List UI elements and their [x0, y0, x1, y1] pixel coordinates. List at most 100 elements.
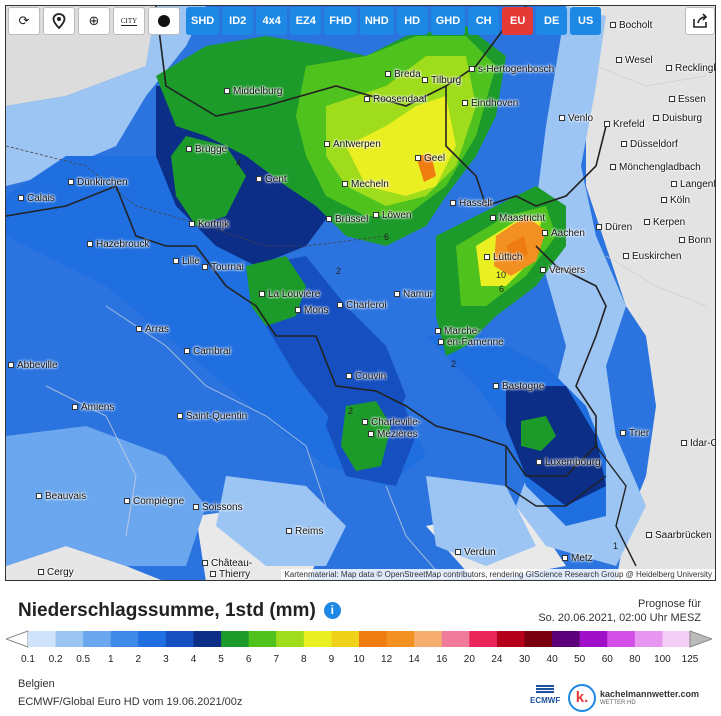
- map-attribution[interactable]: Kartenmaterial: Map data © OpenStreetMap…: [281, 569, 715, 580]
- legend-value: 100: [654, 654, 671, 665]
- region-name: Belgien: [18, 678, 55, 690]
- legend-value: 16: [436, 654, 448, 665]
- forecast-time: So. 20.06.2021, 02:00 Uhr MESZ: [538, 612, 701, 624]
- legend-value: 7: [273, 654, 280, 665]
- city-label: Charleville-: [362, 417, 421, 428]
- city-label: Maastricht: [490, 213, 545, 224]
- region-button-ch[interactable]: CH: [468, 7, 500, 35]
- region-button-ghd[interactable]: GHD: [430, 7, 466, 35]
- legend-swatch: [138, 631, 167, 647]
- legend-swatch: [83, 631, 112, 647]
- location-button[interactable]: [43, 7, 75, 35]
- opacity-button[interactable]: [148, 7, 180, 35]
- legend-swatch: [110, 631, 139, 647]
- legend-swatch: [165, 631, 194, 647]
- legend-swatch: [276, 631, 305, 647]
- color-legend-bar: [6, 630, 712, 648]
- city-label: Langenfeld: [671, 179, 715, 190]
- city-label-icon: CITY: [120, 16, 138, 26]
- city-label: Brüssel: [326, 214, 368, 225]
- city-label: Idar-Ob: [681, 438, 715, 449]
- share-button[interactable]: [685, 7, 715, 35]
- info-icon[interactable]: i: [323, 602, 341, 619]
- contour-label: 4: [236, 158, 242, 168]
- legend-value: 20: [463, 654, 475, 665]
- legend-swatch: [193, 631, 222, 647]
- region-button-eu[interactable]: EU: [502, 7, 534, 35]
- city-label: Euskirchen: [623, 251, 681, 262]
- city-label: Couvin: [346, 371, 386, 382]
- legend-swatch: [414, 631, 443, 647]
- city-label: Duisburg: [653, 113, 702, 124]
- contour-label: 2: [336, 266, 342, 276]
- legend-value: 9: [328, 654, 335, 665]
- city-label: Essen: [669, 94, 706, 105]
- city-label: Düsseldorf: [621, 139, 678, 150]
- region-button-ez4[interactable]: EZ4: [290, 7, 322, 35]
- city-label: Soissons: [193, 502, 243, 513]
- city-label: Aachen: [542, 228, 585, 239]
- region-button-shd[interactable]: SHD: [186, 7, 220, 35]
- legend-value: 50: [574, 654, 586, 665]
- legend-value: 0.5: [76, 654, 91, 665]
- city-label: Reims: [286, 526, 323, 537]
- legend-value: 0.1: [21, 654, 35, 665]
- zoom-button[interactable]: ⊕: [78, 7, 110, 35]
- city-label: Verdun: [455, 547, 496, 558]
- zoom-icon: ⊕: [88, 13, 100, 28]
- legend-value: 6: [245, 654, 252, 665]
- legend-swatch: [607, 631, 636, 647]
- city-label: Gent: [256, 174, 287, 185]
- city-label: Bocholt: [610, 20, 652, 31]
- region-button-hd[interactable]: HD: [396, 7, 428, 35]
- legend-swatch: [552, 631, 581, 647]
- city-label: Breda: [385, 69, 421, 80]
- page-title: Niederschlagssumme, 1std (mm) i: [18, 600, 341, 622]
- region-button-de[interactable]: DE: [536, 7, 568, 35]
- city-label: Mönchengladbach: [610, 162, 701, 173]
- legend-value: 125: [681, 654, 699, 665]
- city-label: Krefeld: [604, 119, 645, 130]
- city-label: Antwerpen: [324, 139, 381, 150]
- city-label: Köln: [661, 195, 690, 206]
- legend-swatch: [28, 631, 57, 647]
- city-label: Kortrijk: [189, 219, 229, 230]
- city-label: Arras: [136, 324, 169, 335]
- legend-value: 24: [491, 654, 503, 665]
- legend-arrow-right: [689, 630, 712, 648]
- drop-icon: [158, 15, 170, 27]
- region-button-us[interactable]: US: [570, 7, 602, 35]
- region-button-nhd[interactable]: NHD: [359, 7, 394, 35]
- city-label: Bonn: [679, 235, 711, 246]
- legend-value: 80: [629, 654, 641, 665]
- city-label: Abbeville: [8, 360, 58, 371]
- legend-swatch: [496, 631, 525, 647]
- city-label: Middelburg: [224, 86, 282, 97]
- region-button-fhd[interactable]: FHD: [324, 7, 357, 35]
- reload-button[interactable]: ⟳: [8, 7, 40, 35]
- city-toggle-button[interactable]: CITY: [113, 7, 145, 35]
- legend-swatch: [662, 631, 691, 647]
- region-button-id2[interactable]: ID2: [222, 7, 254, 35]
- legend-labels: 0.1 0.2 0.5 1 2 3 4 5 6 7 8 9 10 12 14 16 20 24 30 40 50 60 80…: [0, 654, 721, 668]
- ecmwf-logo-icon: [536, 685, 555, 693]
- contour-label: 6: [499, 284, 505, 294]
- kachelmann-name[interactable]: kachelmannwetter.com: [600, 689, 700, 699]
- legend-value: 3: [163, 654, 169, 665]
- city-label: Hazebrouck: [87, 239, 149, 250]
- precipitation-map[interactable]: Middelburg Breda Tilburg s-Hertogenbosch Boc…: [5, 5, 716, 581]
- city-label: Brügge: [186, 144, 227, 155]
- map-toolbar: ⟳ ⊕ CITY SHD ID2 4x4 EZ4 FHD NHD HD GHD CH EU DE US: [8, 7, 602, 35]
- kachelmann-logo-icon[interactable]: k.: [568, 684, 596, 712]
- legend-value: 5: [218, 654, 224, 665]
- legend-value: 40: [546, 654, 558, 665]
- model-run: ECMWF/Global Euro HD vom 19.06.2021/00z: [18, 696, 243, 708]
- region-button-4x4[interactable]: 4x4: [256, 7, 288, 35]
- location-pin-icon: [52, 13, 66, 29]
- city-label: Amiens: [72, 402, 114, 413]
- legend-value: 1: [107, 654, 114, 665]
- legend-value: 60: [601, 654, 613, 665]
- city-label: Château-: [202, 558, 252, 569]
- legend-value: 0.2: [48, 654, 63, 665]
- city-label: Wesel: [616, 55, 653, 66]
